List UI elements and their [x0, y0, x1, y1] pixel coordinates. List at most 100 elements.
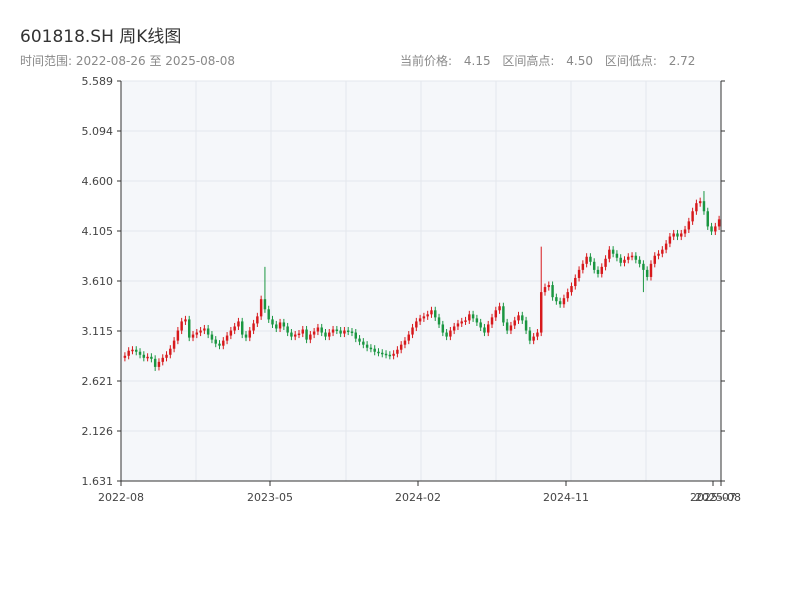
candle — [146, 353, 149, 362]
candle — [702, 191, 706, 215]
candle-body — [596, 269, 600, 274]
candle-body — [362, 341, 365, 345]
candle — [309, 331, 312, 344]
candle-body — [146, 356, 149, 359]
candle-body — [191, 334, 195, 338]
candle-body — [259, 299, 263, 317]
x-tick-label: 2025-07 — [690, 491, 736, 504]
candle-body — [604, 258, 607, 267]
candle — [483, 323, 486, 337]
candle — [210, 331, 214, 344]
candle-body — [350, 331, 354, 334]
y-tick-label: 5.589 — [82, 75, 114, 88]
candle-body — [505, 322, 509, 331]
candle — [275, 320, 278, 333]
candle — [539, 246, 543, 337]
candle-body — [445, 332, 448, 337]
high-stat: 区间高点: 4.50 — [502, 54, 593, 68]
candle — [645, 266, 649, 281]
candle — [214, 336, 217, 348]
candle-body — [698, 201, 702, 204]
candle — [623, 256, 626, 267]
candle — [203, 324, 206, 335]
candle-body — [615, 253, 619, 258]
candle-body — [346, 330, 350, 333]
candle-body — [229, 330, 233, 336]
candle-body — [509, 325, 513, 331]
candle — [418, 314, 422, 325]
candle — [600, 263, 604, 278]
candle-body — [630, 255, 634, 258]
candle-body — [672, 233, 675, 237]
candle — [411, 323, 414, 339]
candle — [305, 325, 308, 344]
candle-body — [256, 316, 259, 324]
candle — [430, 306, 433, 318]
candle — [222, 337, 225, 350]
candle — [475, 314, 479, 326]
candle-body — [717, 219, 721, 227]
candle — [441, 320, 445, 337]
candle-body — [676, 233, 679, 237]
candle-body — [490, 317, 494, 325]
candle-body — [710, 226, 713, 232]
candle — [335, 325, 339, 335]
candle — [698, 197, 702, 207]
candle — [657, 250, 660, 260]
candle-body — [634, 255, 638, 260]
candle-body — [381, 352, 384, 355]
candle — [445, 329, 448, 341]
candle — [135, 346, 138, 356]
candle-body — [161, 357, 164, 362]
candle-body — [407, 334, 410, 341]
candle-body — [702, 201, 706, 212]
candle — [286, 322, 289, 337]
x-tick-label: 2024-02 — [395, 491, 441, 504]
x-tick-label: 2022-08 — [98, 491, 144, 504]
candle-body — [611, 249, 615, 254]
candle — [619, 254, 622, 267]
candle — [271, 315, 274, 328]
candle — [225, 332, 229, 345]
y-tick-label: 5.094 — [82, 125, 114, 138]
candle — [153, 355, 157, 371]
candle-body — [384, 353, 388, 356]
candle — [172, 337, 176, 353]
candle — [384, 350, 388, 359]
candle-body — [286, 326, 289, 333]
candle — [604, 255, 607, 271]
candle — [369, 344, 373, 353]
candle-body — [176, 330, 180, 341]
candle — [521, 311, 524, 324]
candle-body — [600, 266, 604, 274]
candle — [358, 335, 361, 346]
candle-body — [528, 330, 532, 341]
candle — [248, 326, 252, 342]
candle — [649, 260, 653, 281]
candle-body — [392, 353, 395, 356]
candle — [252, 319, 255, 335]
date-range-label: 时间范围: — [20, 54, 73, 68]
candle — [471, 310, 475, 322]
candle-body — [683, 229, 687, 234]
candle-body — [449, 330, 452, 337]
candle — [668, 232, 672, 248]
candle — [615, 250, 619, 262]
candle-body — [131, 349, 134, 352]
candle — [608, 246, 611, 263]
candle — [634, 252, 638, 264]
candle-body — [377, 351, 380, 354]
candle-body — [267, 309, 270, 320]
candle-body — [657, 253, 660, 256]
candle-body — [222, 340, 225, 346]
candle — [388, 351, 392, 360]
high-value: 4.50 — [566, 54, 594, 68]
candle-body — [664, 243, 668, 250]
candle — [403, 337, 407, 349]
candle — [396, 346, 399, 358]
candle — [437, 313, 441, 328]
candle-body — [328, 332, 331, 337]
candle-body — [331, 329, 335, 333]
candle — [377, 348, 380, 357]
candle-body — [524, 320, 528, 331]
